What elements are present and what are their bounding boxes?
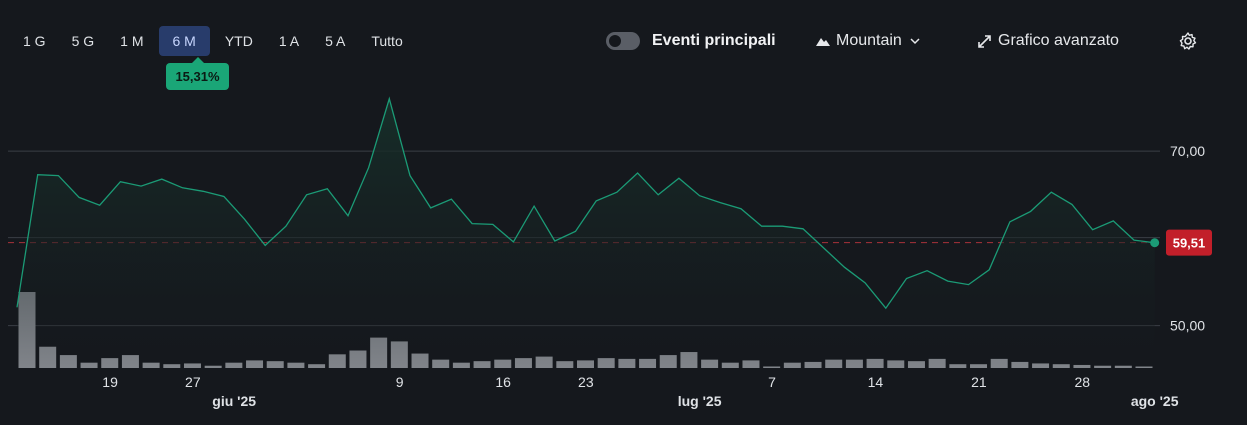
- volume-bar: [825, 359, 843, 368]
- volume-bar: [763, 366, 781, 368]
- volume-bar: [163, 364, 181, 368]
- toggle-knob: [609, 35, 621, 47]
- volume-bar: [1094, 365, 1112, 368]
- range-button-5-g[interactable]: 5 G: [71, 33, 95, 49]
- volume-bar: [1011, 361, 1029, 368]
- last-price-dot: [1150, 238, 1160, 248]
- volume-bar: [556, 361, 574, 368]
- volume-bar: [225, 362, 243, 368]
- volume-bar: [1073, 364, 1091, 368]
- volume-bar: [328, 354, 346, 368]
- volume-bar: [618, 358, 636, 368]
- events-toggle[interactable]: [606, 32, 640, 50]
- volume-bar: [1114, 365, 1132, 368]
- volume-bar: [121, 355, 139, 368]
- volume-bar: [287, 362, 305, 368]
- advanced-chart-label: Grafico avanzato: [998, 32, 1119, 49]
- volume-bar: [783, 362, 801, 368]
- range-button-1-a[interactable]: 1 A: [278, 33, 300, 49]
- x-tick-label: 9: [396, 374, 404, 390]
- advanced-chart-button[interactable]: Grafico avanzato: [977, 26, 1119, 56]
- last-price-label: 59,51: [1173, 236, 1206, 251]
- range-selector: 1 G 5 G 1 M 6 M YTD 1 A 5 A Tutto: [12, 26, 418, 56]
- volume-bar: [577, 360, 594, 368]
- volume-bar: [701, 359, 719, 368]
- range-button-6-m[interactable]: 6 M: [158, 26, 210, 56]
- volume-bar: [680, 352, 698, 368]
- volume-bar: [39, 346, 57, 368]
- volume-bar: [494, 359, 512, 368]
- last-price-badge: [1166, 229, 1212, 256]
- events-toggle-group[interactable]: Eventi principali: [606, 26, 776, 56]
- chevron-down-icon: [910, 38, 920, 45]
- expand-arrows-icon: [978, 34, 991, 48]
- chart-type-dropdown[interactable]: Mountain: [816, 26, 920, 56]
- x-month-label: lug '25: [678, 393, 722, 409]
- volume-bar: [597, 358, 615, 368]
- range-button-1-g[interactable]: 1 G: [23, 33, 46, 49]
- x-tick-label: 21: [971, 374, 987, 390]
- volume-bar: [721, 362, 739, 368]
- range-button-ytd[interactable]: YTD: [224, 33, 253, 49]
- volume-bar: [949, 364, 967, 368]
- volume-bar: [514, 358, 532, 368]
- volume-bar: [535, 356, 553, 368]
- volume-bar: [246, 360, 264, 368]
- volume-bar: [639, 358, 657, 368]
- x-month-label: ago '25: [1131, 393, 1179, 409]
- volume-bar: [142, 362, 160, 368]
- volume-bar: [1052, 364, 1070, 368]
- volume-bar: [18, 292, 36, 368]
- volume-bar: [659, 355, 677, 368]
- y-tick-label: 70,00: [1170, 143, 1205, 159]
- volume-bar: [928, 358, 946, 368]
- price-line: [16, 96, 1155, 310]
- range-button-5-a[interactable]: 5 A: [325, 33, 346, 49]
- x-tick-label: 23: [578, 374, 594, 390]
- range-button-tutto[interactable]: Tutto: [371, 33, 403, 49]
- price-area: [17, 98, 1155, 369]
- volume-bar: [907, 361, 925, 368]
- volume-bar: [411, 353, 429, 368]
- x-tick-label: 28: [1074, 374, 1090, 390]
- volume-bar: [473, 361, 491, 368]
- volume-bar: [183, 363, 201, 368]
- volume-bar: [1032, 363, 1050, 368]
- volume-bar: [452, 362, 470, 368]
- volume-bar: [845, 359, 863, 368]
- mountain-icon: [816, 38, 830, 46]
- y-tick-label: 50,00: [1170, 318, 1205, 334]
- x-tick-label: 19: [102, 374, 118, 390]
- x-tick-label: 14: [868, 374, 884, 390]
- volume-bar: [204, 365, 222, 368]
- x-month-label: giu '25: [212, 393, 256, 409]
- range-button-1-m[interactable]: 1 M: [120, 33, 144, 49]
- volume-bar: [887, 360, 905, 368]
- volume-bar: [742, 360, 760, 368]
- x-tick-label: 27: [185, 374, 201, 390]
- volume-bar: [266, 361, 284, 368]
- volume-bar: [390, 341, 408, 368]
- volume-bar: [990, 358, 1008, 368]
- volume-bar: [866, 358, 884, 368]
- volume-bar: [370, 337, 388, 368]
- volume-bar: [349, 350, 367, 368]
- volume-bar: [59, 355, 77, 368]
- x-tick-label: 7: [768, 374, 776, 390]
- change-percent-badge: 15,31%: [166, 57, 229, 90]
- volume-bar: [1135, 366, 1153, 368]
- volume-bar: [432, 359, 450, 368]
- volume-bar: [101, 358, 119, 368]
- x-tick-label: 16: [495, 374, 511, 390]
- volume-bar: [308, 364, 326, 368]
- gear-icon[interactable]: [1178, 31, 1198, 51]
- volume-bar: [804, 361, 822, 368]
- events-label: Eventi principali: [652, 32, 776, 49]
- chart-type-label: Mountain: [836, 32, 902, 49]
- volume-bar: [970, 364, 988, 368]
- volume-bar: [80, 362, 98, 368]
